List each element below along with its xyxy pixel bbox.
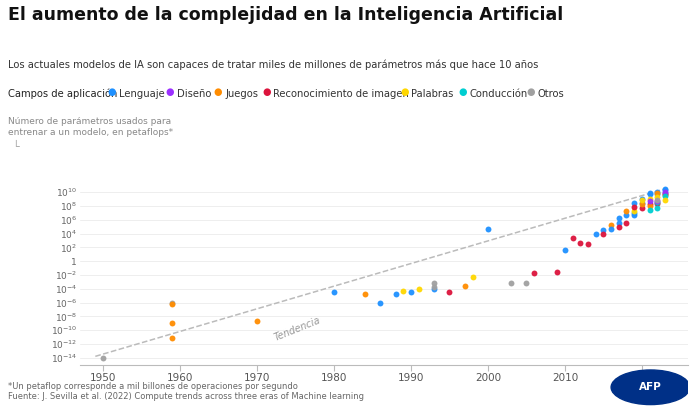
Point <box>621 208 632 214</box>
Point <box>652 196 663 203</box>
Point <box>621 212 632 218</box>
Text: Los actuales modelos de IA son capaces de tratar miles de millones de parámetros: Los actuales modelos de IA son capaces d… <box>8 60 539 70</box>
Point <box>359 290 370 297</box>
Point <box>582 241 594 248</box>
Text: └: └ <box>13 142 19 152</box>
Text: Lenguaje: Lenguaje <box>119 89 165 98</box>
Point <box>660 187 671 194</box>
Text: ●: ● <box>262 87 270 96</box>
Point <box>628 199 639 206</box>
Point <box>637 196 648 202</box>
Point <box>637 201 648 207</box>
Point <box>444 289 455 296</box>
Point <box>97 354 108 361</box>
Text: Reconocimiento de imagen: Reconocimiento de imagen <box>273 89 409 98</box>
Point <box>575 239 586 246</box>
Point <box>644 191 655 198</box>
Point <box>521 279 532 286</box>
Text: El aumento de la complejidad en la Inteligencia Artificial: El aumento de la complejidad en la Intel… <box>8 6 564 24</box>
Point <box>528 269 539 276</box>
Point <box>459 282 471 289</box>
Point <box>613 220 624 227</box>
Point <box>637 197 648 203</box>
Text: Número de parámetros usados para: Número de parámetros usados para <box>8 117 172 126</box>
Point <box>660 186 671 192</box>
Point <box>660 189 671 196</box>
Text: AFP: AFP <box>639 382 662 392</box>
Point <box>628 208 639 214</box>
Point <box>428 280 439 287</box>
Point <box>405 289 416 296</box>
Point <box>652 201 663 207</box>
Point <box>613 215 624 221</box>
Point <box>637 199 648 206</box>
Text: ●: ● <box>400 87 409 96</box>
Text: ●: ● <box>166 87 174 96</box>
Point <box>428 283 439 290</box>
Text: ●: ● <box>526 87 535 96</box>
Text: ●: ● <box>214 87 222 96</box>
Point <box>413 286 424 293</box>
Point <box>637 205 648 211</box>
Point <box>567 235 578 242</box>
Point <box>428 286 439 292</box>
Point <box>660 197 671 203</box>
Point <box>375 299 386 306</box>
Point <box>598 231 609 238</box>
Point <box>329 289 340 296</box>
Point <box>605 221 616 228</box>
Text: Conducción: Conducción <box>469 89 528 98</box>
Point <box>613 223 624 230</box>
Point <box>559 246 571 253</box>
Point <box>628 210 639 216</box>
Point <box>644 201 655 207</box>
Point <box>552 269 563 275</box>
Point <box>660 192 671 199</box>
Point <box>652 194 663 200</box>
Point <box>167 320 178 327</box>
Point <box>652 197 663 204</box>
Point <box>628 212 639 218</box>
Point <box>605 225 616 232</box>
Point <box>644 206 655 213</box>
Point <box>652 205 663 211</box>
Text: Palabras: Palabras <box>411 89 454 98</box>
Point <box>621 220 632 227</box>
Point <box>590 230 601 237</box>
Point <box>660 192 671 198</box>
Text: Fuente: J. Sevilla et al. (2022) Compute trends across three eras of Machine lea: Fuente: J. Sevilla et al. (2022) Compute… <box>8 392 364 401</box>
Point <box>390 290 401 297</box>
Point <box>660 190 671 197</box>
Point <box>398 288 409 294</box>
Text: *Un petaflop corresponde a mil billones de operaciones por segundo: *Un petaflop corresponde a mil billones … <box>8 382 298 391</box>
Text: Diseño: Diseño <box>177 89 211 98</box>
Point <box>598 227 609 234</box>
Point <box>167 301 178 307</box>
Point <box>660 190 671 196</box>
Point <box>467 274 478 281</box>
Point <box>482 225 493 232</box>
Text: Otros: Otros <box>537 89 564 98</box>
Point <box>652 191 663 198</box>
Point <box>652 199 663 205</box>
Text: entrenar a un modelo, en petaflops*: entrenar a un modelo, en petaflops* <box>8 128 174 137</box>
Point <box>644 198 655 204</box>
Point <box>652 190 663 197</box>
Point <box>167 335 178 341</box>
Circle shape <box>611 370 690 405</box>
Point <box>652 189 663 196</box>
Point <box>652 199 663 206</box>
Point <box>644 196 655 202</box>
Text: Campos de aplicación: Campos de aplicación <box>8 89 117 99</box>
Point <box>628 204 639 210</box>
Point <box>505 280 516 287</box>
Point <box>644 190 655 196</box>
Text: ●: ● <box>108 87 116 96</box>
Point <box>644 203 655 209</box>
Point <box>167 300 178 307</box>
Text: Juegos: Juegos <box>225 89 258 98</box>
Text: Tendencia: Tendencia <box>272 315 322 342</box>
Text: ●: ● <box>458 87 467 96</box>
Point <box>252 318 263 325</box>
